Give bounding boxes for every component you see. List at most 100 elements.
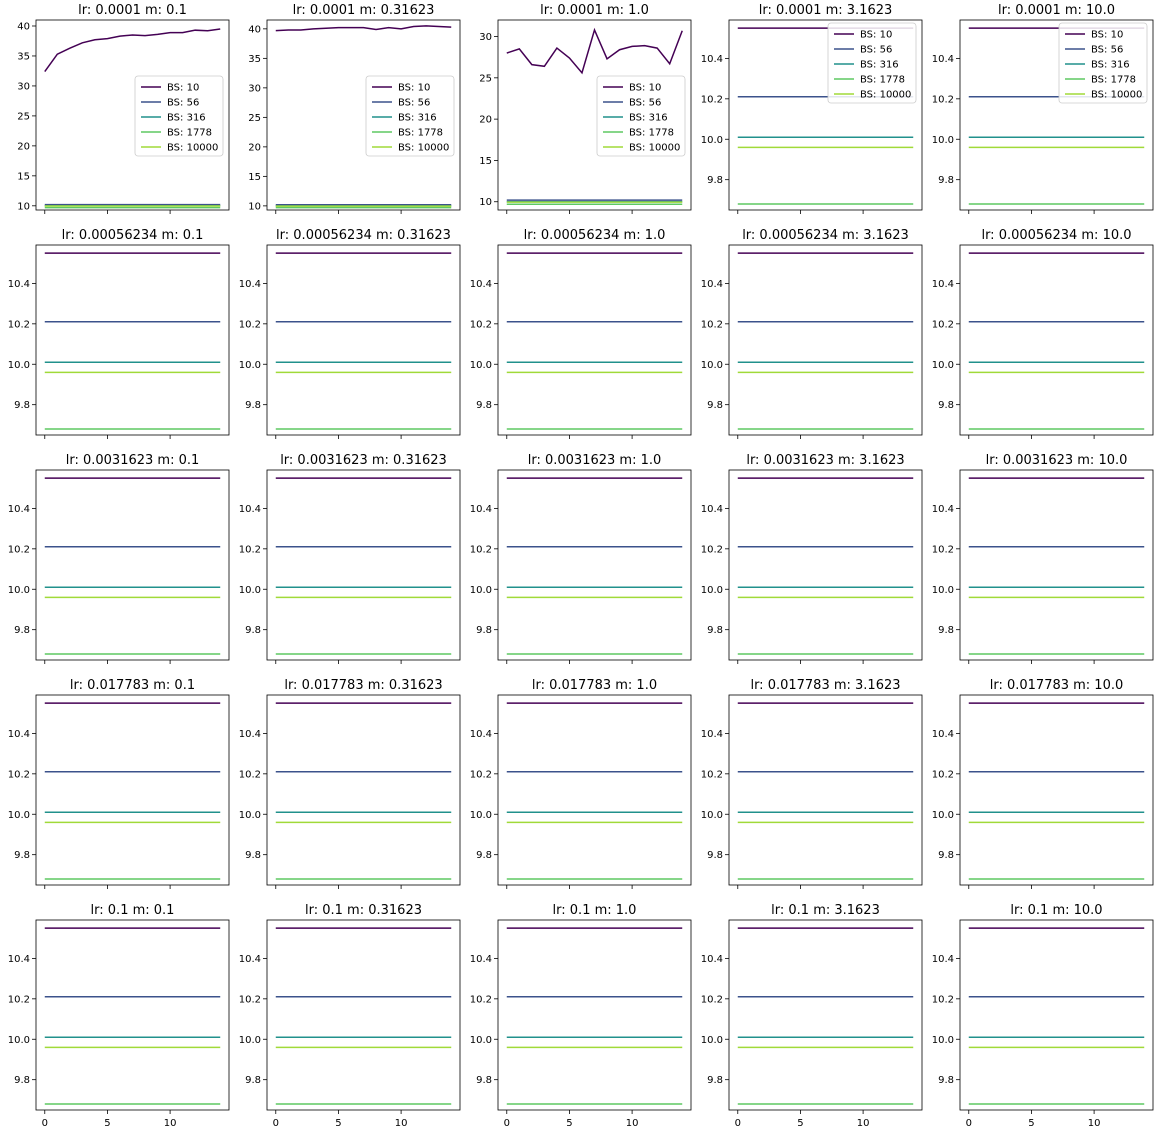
x-tick-label: 5 [566,1118,572,1129]
y-tick-label: 9.8 [14,625,30,636]
x-tick-label: 10 [395,1118,408,1129]
y-tick-label: 10.2 [701,769,723,780]
series-lines [737,477,914,655]
axes-frame [497,469,692,661]
axes-frame [728,244,923,436]
subplot-5-2: lr: 0.1 m: 0.31623 9.8 10.0 10.2 10.4 0 5 10 [239,903,461,1129]
series-lines [968,927,1145,1105]
subplot-title: lr: 0.0001 m: 0.31623 [293,3,435,18]
x-tick-label: 0 [735,1118,741,1129]
subplot-title: lr: 0.0031623 m: 0.1 [66,453,200,468]
axes-frame [35,469,230,661]
legend-entry: BS: 56 [860,45,892,56]
legend-entry: BS: 10 [1091,30,1123,41]
legend-box [134,75,224,157]
y-tick-label: 10.2 [8,769,30,780]
axes-frame [35,919,230,1111]
subplot-title: lr: 0.1 m: 1.0 [553,903,637,918]
y-tick-label: 10.2 [8,544,30,555]
y-tick-label: 10.4 [470,729,492,740]
legend-entry: BS: 10 [398,83,430,94]
subplot-4-5: lr: 0.017783 m: 10.0 9.8 10.0 10.2 10.4 [932,678,1154,889]
axes-frame [266,469,461,661]
series-line-1 [506,27,683,75]
y-tick-label: 15 [248,172,261,183]
subplot-1-2: lr: 0.0001 m: 0.31623 10 15 20 25 30 35 40 BS: 1… [248,3,461,214]
series-lines [737,702,914,880]
y-tick-label: 9.8 [476,625,492,636]
y-tick-label: 9.8 [938,175,954,186]
y-tick-label: 10.0 [470,585,492,596]
series-lines [44,252,221,430]
axes-frame [959,244,1154,436]
legend-box [365,75,455,157]
subplot-4-2: lr: 0.017783 m: 0.31623 9.8 10.0 10.2 10.4 [239,678,461,889]
series-lines [968,27,1145,205]
series-lines [968,252,1145,430]
subplot-1-4: lr: 0.0001 m: 3.1623 9.8 10.0 10.2 10.4 BS: 1… [701,3,923,214]
y-tick-label: 20 [17,141,30,152]
legend-entry: BS: 1778 [629,128,674,139]
y-tick-label: 10.4 [701,729,723,740]
series-lines [275,702,452,880]
y-tick-label: 9.8 [707,1075,723,1086]
series-lines [506,477,683,655]
x-tick-label: 0 [273,1118,279,1129]
y-tick-label: 10.4 [239,729,261,740]
y-tick-label: 10.4 [239,504,261,515]
y-tick-label: 9.8 [245,850,261,861]
y-tick-label: 10.4 [470,504,492,515]
y-tick-label: 10.0 [701,135,723,146]
subplot-title: lr: 0.0031623 m: 10.0 [986,453,1128,468]
y-tick-label: 10.0 [239,360,261,371]
y-tick-label: 10.4 [932,279,954,290]
subplot-5-1: lr: 0.1 m: 0.1 9.8 10.0 10.2 10.4 0 5 10 [8,903,230,1129]
y-tick-label: 15 [479,156,492,167]
axes-frame [959,694,1154,886]
subplot-title: lr: 0.0031623 m: 0.31623 [280,453,447,468]
legend-entry: BS: 1778 [1091,75,1136,86]
subplot-2-3: lr: 0.00056234 m: 1.0 9.8 10.0 10.2 10.4 [470,228,692,439]
y-tick-label: 10.0 [470,1035,492,1046]
axes-frame [959,469,1154,661]
y-tick-label: 10.2 [932,769,954,780]
legend: BS: 10 BS: 56 BS: 316 BS: 1778 BS: 10000 [365,75,455,157]
axes-frame [959,19,1154,211]
y-tick-label: 10.2 [701,994,723,1005]
y-tick-label: 25 [17,111,30,122]
axes-frame [497,919,692,1111]
y-tick-label: 10.4 [932,54,954,65]
subplot-title: lr: 0.0031623 m: 3.1623 [746,453,904,468]
y-tick-label: 9.8 [938,850,954,861]
y-tick-label: 9.8 [938,625,954,636]
series-lines [506,27,683,205]
axes-frame [497,19,692,211]
legend-entry: BS: 1778 [398,128,443,139]
legend: BS: 10 BS: 56 BS: 316 BS: 1778 BS: 10000 [827,22,917,104]
axes-frame [728,19,923,211]
y-tick-label: 9.8 [938,1075,954,1086]
y-tick-label: 10.4 [932,954,954,965]
y-tick-label: 40 [17,21,30,32]
series-lines [737,927,914,1105]
y-tick-label: 10.0 [470,810,492,821]
legend-entry: BS: 10 [167,83,199,94]
y-tick-label: 9.8 [245,1075,261,1086]
subplot-4-3: lr: 0.017783 m: 1.0 9.8 10.0 10.2 10.4 [470,678,692,889]
y-tick-label: 10.0 [932,585,954,596]
y-tick-label: 30 [17,81,30,92]
y-tick-label: 10.4 [932,729,954,740]
legend-entry: BS: 10000 [398,143,449,154]
y-tick-label: 9.8 [707,625,723,636]
axes-frame [35,244,230,436]
legend-entry: BS: 10000 [860,90,911,101]
subplot-4-1: lr: 0.017783 m: 0.1 9.8 10.0 10.2 10.4 [8,678,230,889]
y-tick-label: 10.4 [239,279,261,290]
y-tick-label: 10.4 [470,279,492,290]
x-tick-label: 5 [797,1118,803,1129]
y-tick-label: 10.2 [8,994,30,1005]
legend-entry: BS: 56 [629,98,661,109]
x-tick-label: 5 [104,1118,110,1129]
y-tick-label: 9.8 [14,850,30,861]
